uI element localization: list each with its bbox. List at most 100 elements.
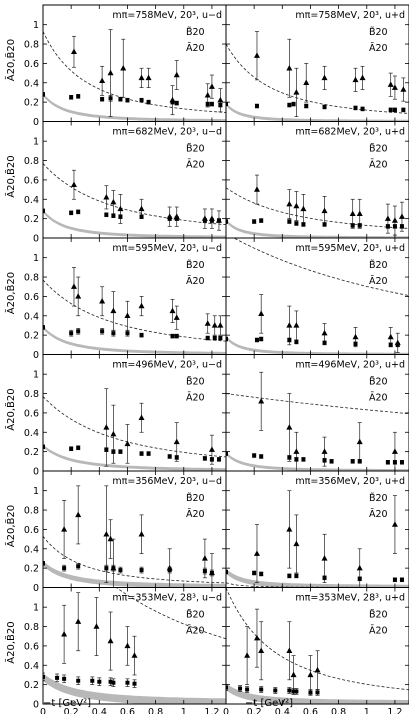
legend-entry: Ā20	[186, 160, 205, 171]
data-point-b20	[391, 84, 398, 90]
data-point-a20	[202, 569, 207, 574]
data-point-b20	[400, 86, 407, 92]
data-point-b20	[290, 671, 297, 678]
data-point-a20	[125, 331, 130, 336]
y-tick-label: 0.4	[24, 78, 39, 89]
data-point-a20	[259, 337, 264, 342]
x-tick-label: 1.2	[387, 707, 402, 714]
data-point-a20	[69, 331, 74, 336]
chart-panel-7: 0 0.2 0.4 0.6 0.8 1 mπ=496MeV, 20³, u−d B̃20 Ā20…	[4, 354, 227, 478]
data-point-a20	[174, 216, 179, 221]
y-axis-label: Ā20,B̃20	[4, 39, 17, 81]
panel-title: mπ=356MeV, 20³, u+d	[295, 476, 405, 487]
data-point-a20	[322, 458, 327, 463]
data-point-a20	[118, 214, 123, 219]
data-point-b20	[99, 77, 106, 84]
data-point-b20	[307, 671, 314, 678]
data-point-b20	[244, 652, 251, 658]
panel-title: mπ=758MeV, 20³, u−d	[112, 10, 222, 21]
data-point-b20	[253, 550, 260, 556]
legend-entry: Ā20	[186, 509, 205, 520]
y-tick-label: 1	[33, 370, 39, 381]
data-point-a20	[209, 570, 214, 575]
x-tick-label: 0	[40, 707, 46, 714]
panel-plot-area	[226, 587, 409, 704]
y-tick-label: 0	[33, 234, 39, 245]
data-point-a20	[308, 690, 313, 695]
legend-entry: B̃20	[186, 609, 205, 621]
data-point-a20	[205, 102, 210, 107]
data-point-b20	[356, 210, 363, 216]
data-point-b20	[286, 647, 293, 653]
data-point-a20	[62, 676, 67, 681]
data-point-b20	[349, 210, 356, 216]
data-point-b20	[314, 666, 321, 673]
data-point-a20	[108, 96, 113, 101]
legend-entry: B̃20	[186, 259, 205, 271]
panel-title: mπ=496MeV, 20³, u+d	[295, 360, 405, 371]
x-tick-label: 0.8	[331, 707, 346, 714]
data-point-b20	[258, 647, 265, 653]
data-point-a20	[252, 570, 257, 575]
panel-title: mπ=356MeV, 20³, u−d	[112, 476, 222, 487]
data-point-a20	[43, 92, 45, 97]
y-tick-label: 0.6	[24, 525, 39, 536]
legend-entry: B̃20	[186, 376, 205, 388]
x-tick-label: 1	[181, 707, 187, 714]
data-point-a20	[353, 105, 358, 110]
data-point-a20	[43, 208, 45, 213]
y-tick-label: 0.2	[24, 98, 39, 109]
data-point-b20	[70, 181, 77, 187]
data-point-b20	[391, 217, 398, 223]
data-point-b20	[103, 424, 110, 430]
panel-frame	[225, 237, 409, 355]
data-point-a20	[202, 456, 207, 461]
legend-entry: B̃20	[369, 492, 388, 504]
legend-entry: B̃20	[369, 376, 388, 388]
data-point-a20	[388, 107, 393, 112]
data-point-b20	[124, 312, 131, 318]
data-point-b20	[253, 186, 260, 192]
y-tick-label: 0.2	[24, 447, 39, 458]
data-point-a20	[118, 568, 123, 573]
y-tick-label: 1	[33, 253, 39, 264]
data-point-b20	[138, 414, 145, 420]
data-point-b20	[303, 79, 310, 85]
y-tick-label: 0.6	[24, 292, 39, 303]
chart-panel-12: 0 0.2 0.4 0.6 0.8 1 1.2 mπ=353MeV, 28³, u+d B̃20…	[223, 587, 409, 714]
panel-title: mπ=496MeV, 20³, u−d	[112, 360, 222, 371]
y-tick-label: 1	[33, 486, 39, 497]
data-point-a20	[291, 689, 296, 694]
y-axis-label: Ā20,B̃20	[4, 621, 17, 663]
data-point-a20	[322, 104, 327, 109]
y-tick-label: 0.2	[24, 680, 39, 691]
data-point-b20	[173, 314, 180, 320]
data-point-a20	[76, 445, 81, 450]
data-point-b20	[61, 526, 68, 532]
data-point-a20	[76, 329, 81, 334]
data-point-a20	[360, 106, 365, 111]
data-point-a20	[100, 97, 105, 102]
data-point-b20	[138, 74, 145, 81]
y-tick-label: 1	[33, 137, 39, 148]
data-point-a20	[226, 451, 228, 456]
data-point-a20	[357, 459, 362, 464]
data-point-b20	[107, 69, 114, 76]
y-tick-label: 0	[33, 350, 39, 361]
y-tick-label: 0.6	[24, 175, 39, 186]
chart-panel-5: 0 0.2 0.4 0.6 0.8 1 mπ=595MeV, 20³, u−d B̃20 Ā20…	[4, 237, 227, 361]
legend-entry: Ā20	[369, 393, 388, 404]
panel-frame	[42, 354, 227, 472]
data-point-a20	[388, 342, 393, 347]
y-tick-label: 0.2	[24, 214, 39, 225]
fit-band	[43, 673, 226, 704]
data-point-a20	[43, 325, 45, 330]
data-point-a20	[104, 447, 109, 452]
data-point-a20	[226, 685, 228, 690]
panel-title: mπ=595MeV, 20³, u−d	[112, 243, 222, 254]
legend-entry: B̃20	[186, 492, 205, 504]
data-point-a20	[226, 570, 228, 575]
data-point-a20	[226, 219, 228, 224]
data-point-b20	[384, 215, 391, 221]
data-point-b20	[286, 526, 293, 532]
